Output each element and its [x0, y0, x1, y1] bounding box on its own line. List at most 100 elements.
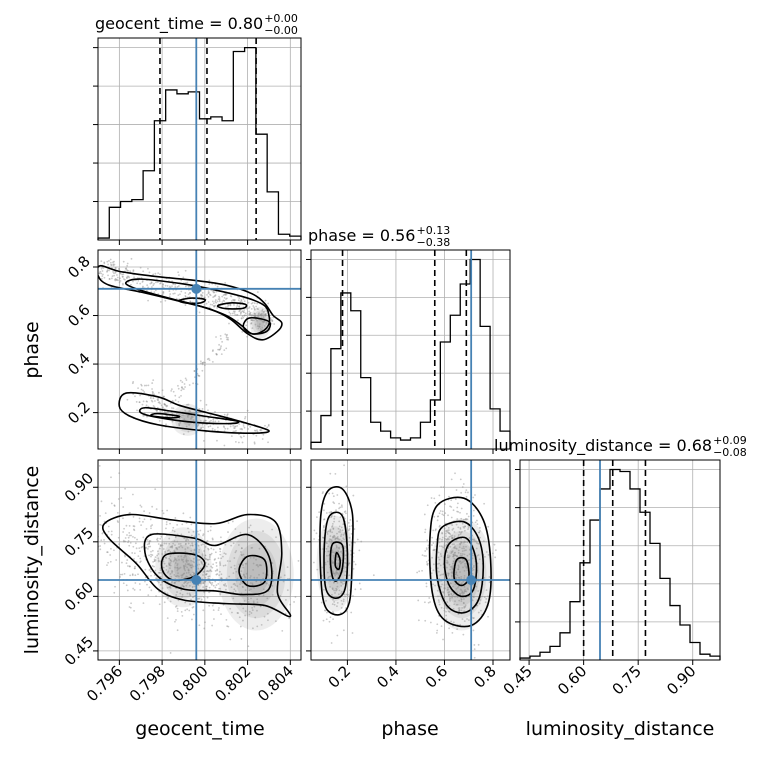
sample-point [344, 557, 346, 560]
sample-point [190, 559, 193, 562]
sample-point [201, 407, 204, 410]
sample-point [453, 537, 456, 539]
sample-point [210, 565, 213, 568]
sample-point [457, 564, 460, 567]
sample-point [259, 314, 262, 317]
sample-point [211, 303, 214, 306]
sample-point [153, 406, 156, 409]
x-tick-label: 0.75 [609, 662, 645, 698]
sample-point [459, 478, 462, 481]
sample-point [147, 594, 150, 597]
sample-point [465, 495, 468, 498]
sample-point [178, 558, 180, 561]
sample-point [220, 557, 223, 560]
sample-point [202, 586, 205, 589]
sample-point [203, 419, 206, 422]
sample-point [330, 511, 333, 513]
sample-point [121, 573, 124, 576]
sample-point [343, 464, 345, 467]
sample-point [206, 558, 209, 561]
sample-point [226, 338, 228, 341]
sample-point [148, 586, 151, 589]
sample-point [87, 562, 89, 564]
sample-point [202, 609, 205, 612]
sample-point [335, 573, 338, 575]
sample-point [340, 540, 342, 543]
sample-point [174, 606, 177, 608]
sample-point [339, 551, 342, 553]
sample-point [348, 574, 351, 577]
sample-point [464, 565, 466, 567]
sample-point [190, 575, 193, 577]
sample-point [150, 550, 152, 553]
sample-point [113, 272, 115, 275]
sample-point [441, 538, 444, 541]
sample-point [332, 581, 335, 584]
sample-point [245, 562, 248, 565]
sample-point [249, 576, 252, 579]
sample-point [165, 405, 168, 408]
sample-point [176, 548, 179, 551]
sample-point [189, 564, 191, 567]
sample-point [244, 415, 247, 418]
sample-point [132, 528, 135, 531]
sample-point [111, 275, 114, 278]
sample-point [224, 543, 227, 546]
sample-point [472, 509, 475, 512]
sample-point [157, 272, 160, 275]
sample-point [169, 285, 171, 288]
sample-point [445, 618, 448, 621]
sample-point [461, 582, 463, 584]
sample-point [214, 294, 217, 297]
sample-point [428, 597, 431, 599]
sample-point [336, 535, 339, 538]
sample-point [209, 569, 212, 571]
sample-point [473, 538, 476, 541]
sample-point [460, 541, 463, 544]
sample-point [326, 571, 329, 574]
sample-point [179, 293, 181, 296]
sample-point [239, 428, 242, 430]
sample-point [313, 529, 316, 532]
sample-point [174, 544, 176, 546]
sample-point [463, 574, 466, 577]
sample-point [271, 562, 274, 564]
sample-point [215, 301, 218, 304]
sample-point [106, 269, 109, 271]
sample-point [358, 549, 361, 552]
sample-point [437, 599, 440, 602]
sample-point [453, 531, 456, 533]
sample-point [139, 557, 142, 560]
sample-point [444, 512, 447, 515]
sample-point [461, 553, 464, 555]
sample-point [344, 595, 346, 598]
sample-point [157, 397, 160, 400]
sample-point [285, 598, 287, 601]
sample-point [331, 536, 334, 539]
sample-point [184, 292, 187, 294]
sample-point [183, 564, 185, 567]
sample-point [244, 562, 247, 565]
sample-point [230, 566, 233, 569]
sample-point [91, 260, 93, 262]
sample-point [331, 562, 334, 564]
sample-point [348, 528, 351, 530]
sample-point [334, 572, 337, 575]
sample-point [192, 613, 195, 616]
sample-point [426, 539, 429, 542]
sample-point [142, 415, 145, 417]
sample-point [478, 526, 481, 529]
sample-point [204, 557, 207, 560]
sample-point [201, 553, 204, 556]
contour-line [428, 496, 492, 628]
sample-point [224, 553, 227, 555]
sample-point [326, 533, 329, 535]
sample-point [230, 435, 233, 438]
sample-point [262, 577, 265, 580]
sample-point [233, 567, 236, 570]
sample-point [214, 558, 216, 560]
sample-point [257, 327, 260, 330]
sample-point [454, 573, 457, 576]
scatter-panel-phase-vs-luminosity_distance: 0.2 0.4 0.6 0.8 [306, 459, 511, 692]
sample-point [447, 610, 450, 613]
